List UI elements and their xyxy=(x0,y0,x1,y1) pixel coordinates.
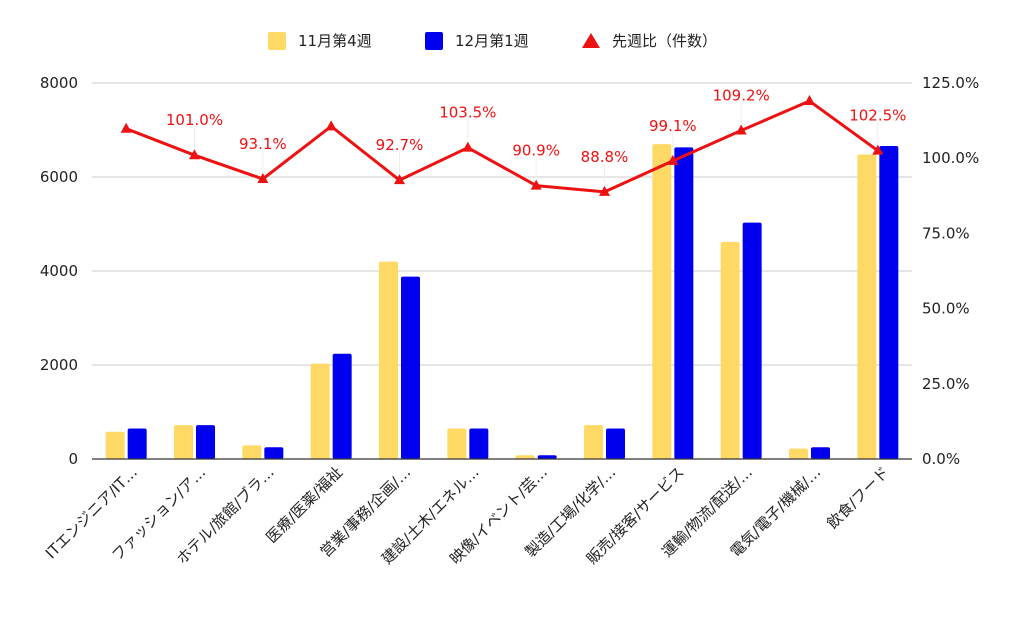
ratio-point-marker xyxy=(189,149,200,160)
legend-swatch-12-week1 xyxy=(425,32,443,50)
data-labels: 101.0% 93.1% 92.7% 103.5% 90.9% 88.8% 99.1% 109… xyxy=(166,87,906,184)
ratio-point-marker xyxy=(667,154,679,165)
ratio-data-label: 93.1% xyxy=(239,135,287,153)
bar-12-week1 xyxy=(264,447,284,459)
ratio-point-marker xyxy=(530,179,542,190)
ratio-data-label: 101.0% xyxy=(166,111,223,129)
bar-12-week1 xyxy=(537,455,557,459)
ratio-point-marker xyxy=(325,120,337,131)
ratio-point-marker xyxy=(462,141,474,152)
y-right-tick-label: 0.0% xyxy=(922,450,960,468)
bar-11-week4 xyxy=(652,144,672,459)
bar-11-week4 xyxy=(789,448,808,459)
ratio-data-label: 102.5% xyxy=(849,107,906,125)
legend-label: 先週比（件数） xyxy=(612,32,717,50)
bar-11-week4 xyxy=(584,425,603,459)
y-right-tick-label: 125.0% xyxy=(922,74,979,92)
ratio-data-label: 88.8% xyxy=(581,148,629,166)
ratio-data-label: 99.1% xyxy=(649,117,697,135)
bar-12-week1 xyxy=(127,428,147,459)
ratio-point-marker xyxy=(599,185,610,196)
legend-label: 11月第4週 xyxy=(298,32,372,50)
bar-12-week1 xyxy=(469,428,489,459)
y-left-tick-label: 6000 xyxy=(40,168,78,186)
y-right-tick-label: 25.0% xyxy=(922,375,970,393)
bar-12-week1 xyxy=(606,428,625,459)
bar-11-week4 xyxy=(447,428,467,459)
ratio-data-label: 90.9% xyxy=(512,142,560,160)
bar-11-week4 xyxy=(310,363,330,459)
bar-11-week4 xyxy=(174,425,193,459)
y-left-tick-label: 0 xyxy=(68,450,78,468)
bars xyxy=(105,144,899,460)
ratio-point-marker xyxy=(394,174,405,185)
legend: 11月第4週 12月第1週 先週比（件数） xyxy=(268,32,717,50)
gridlines xyxy=(92,82,912,366)
ratio-point-marker xyxy=(120,122,132,133)
y-right-tick-label: 50.0% xyxy=(922,300,970,318)
bar-12-week1 xyxy=(811,447,830,459)
ratio-series-line xyxy=(125,99,879,194)
legend-label: 12月第1週 xyxy=(455,32,529,50)
bar-11-week4 xyxy=(105,431,125,459)
bar-12-week1 xyxy=(674,147,694,459)
ratio-line xyxy=(120,95,884,196)
bar-12-week1 xyxy=(879,145,899,460)
bar-12-week1 xyxy=(332,353,352,459)
axes: 0 2000 4000 6000 8000 0.0% 25.0% 50.0% 75.0% 100.… xyxy=(40,74,979,568)
ratio-data-label: 103.5% xyxy=(439,104,496,122)
y-left-tick-label: 2000 xyxy=(40,356,78,374)
bar-11-week4 xyxy=(379,261,398,459)
ratio-point-marker xyxy=(804,95,815,106)
ratio-point-marker xyxy=(735,124,747,135)
ratio-point-marker xyxy=(257,172,269,183)
ratio-data-label: 92.7% xyxy=(376,136,424,154)
ratio-point-marker xyxy=(872,144,884,155)
y-left-tick-label: 4000 xyxy=(40,262,78,280)
bar-11-week4 xyxy=(857,154,877,459)
bar-11-week4 xyxy=(515,455,535,459)
y-right-tick-label: 75.0% xyxy=(922,224,970,242)
y-left-tick-label: 8000 xyxy=(40,74,78,92)
bar-12-week1 xyxy=(742,222,762,459)
bar-11-week4 xyxy=(242,445,262,459)
y-right-tick-label: 100.0% xyxy=(922,149,979,167)
x-tick-label: 飲食/フード xyxy=(823,463,892,532)
bar-11-week4 xyxy=(720,241,740,459)
bar-12-week1 xyxy=(196,425,215,459)
legend-swatch-11-week4 xyxy=(268,32,286,50)
ratio-data-label: 109.2% xyxy=(713,87,770,105)
legend-triangle-icon xyxy=(582,33,600,48)
bar-12-week1 xyxy=(401,276,420,459)
